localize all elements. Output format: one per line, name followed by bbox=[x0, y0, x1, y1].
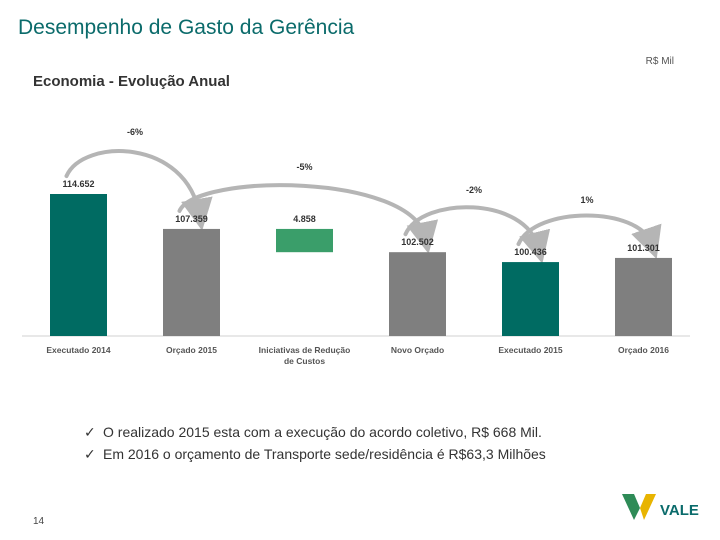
check-icon: ✓ bbox=[84, 424, 96, 440]
growth-label-2: -5% bbox=[296, 162, 312, 172]
growth-label-3: -2% bbox=[466, 185, 482, 195]
bar-6 bbox=[615, 257, 672, 336]
page-title: Desempenho de Gasto da Gerência bbox=[18, 16, 355, 39]
growth-arrow-2 bbox=[177, 183, 439, 254]
data-label-6: 101.301 bbox=[627, 243, 660, 253]
waterfall-chart: 114.652 107.359 4.858 102.502 100.436 101.301… bbox=[22, 127, 690, 366]
page-number: 14 bbox=[33, 516, 45, 527]
data-label-1: 114.652 bbox=[62, 179, 94, 189]
data-label-5: 100.436 bbox=[514, 247, 547, 257]
bullet-text: O realizado 2015 esta com a execução do … bbox=[103, 424, 542, 440]
growth-arrow-1 bbox=[64, 149, 213, 231]
bar-3 bbox=[276, 228, 333, 253]
category-label-6: Orçado 2016 bbox=[618, 345, 669, 355]
bar-4 bbox=[389, 252, 446, 336]
growth-label-4: 1% bbox=[580, 195, 593, 205]
bar-5 bbox=[502, 262, 559, 336]
vale-logo-text: VALE bbox=[660, 502, 699, 519]
category-label-4: Novo Orçado bbox=[391, 345, 444, 355]
bullet-text: Em 2016 o orçamento de Transporte sede/r… bbox=[103, 446, 546, 462]
bar-1 bbox=[50, 194, 107, 336]
bar-2 bbox=[163, 228, 220, 336]
category-label-1: Executado 2014 bbox=[46, 345, 111, 355]
vale-logo-mark-yellow bbox=[640, 494, 656, 520]
data-label-4: 102.502 bbox=[401, 237, 434, 247]
bullet-list: ✓ O realizado 2015 esta com a execução do… bbox=[84, 423, 546, 467]
growth-arrow-4 bbox=[516, 213, 662, 260]
check-icon: ✓ bbox=[84, 446, 96, 462]
bullet-item-2: ✓ Em 2016 o orçamento de Transporte sede/… bbox=[84, 445, 546, 467]
bullet-item-1: ✓ O realizado 2015 esta com a execução do… bbox=[84, 423, 546, 445]
vale-logo: VALE bbox=[622, 494, 699, 520]
category-label-3: de Custos bbox=[284, 356, 325, 366]
category-label-3: Iniciativas de Redução bbox=[259, 345, 351, 355]
unit-label: R$ Mil bbox=[645, 56, 674, 67]
category-label-5: Executado 2015 bbox=[498, 345, 563, 355]
chart-subtitle: Economia - Evolução Anual bbox=[33, 73, 230, 90]
growth-label-1: -6% bbox=[127, 127, 143, 137]
data-label-2: 107.359 bbox=[175, 214, 208, 224]
category-label-2: Orçado 2015 bbox=[166, 345, 217, 355]
vale-logo-mark-green bbox=[622, 494, 640, 520]
data-label-3: 4.858 bbox=[293, 214, 316, 224]
